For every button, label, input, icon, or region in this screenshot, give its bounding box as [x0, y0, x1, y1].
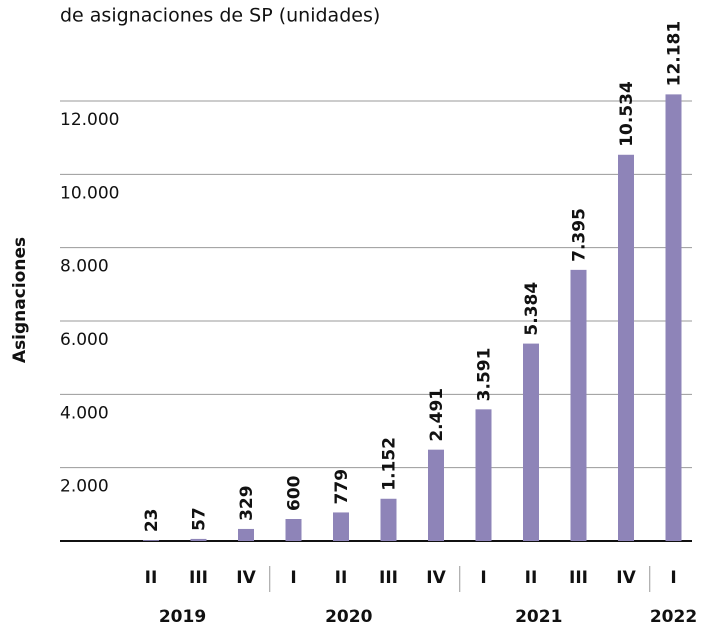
value-label: 2.491: [427, 388, 447, 442]
x-tick-label: I: [290, 568, 296, 588]
bar: [523, 343, 539, 541]
bar: [570, 269, 587, 541]
value-label: 10.534: [617, 81, 637, 147]
bar: [238, 528, 254, 541]
value-label: 3.591: [475, 348, 495, 402]
bar: [665, 94, 682, 541]
x-tick-label: II: [525, 568, 538, 588]
bar: [190, 538, 207, 541]
y-tick-label: 4.000: [60, 403, 109, 423]
bar: [285, 519, 302, 541]
bar: [143, 540, 159, 541]
x-tick-label: IV: [236, 568, 256, 588]
value-label: 779: [332, 469, 352, 505]
y-tick-label: 8.000: [60, 257, 109, 277]
year-label: 2021: [515, 607, 562, 627]
x-tick-label: I: [670, 568, 676, 588]
bar: [333, 512, 349, 541]
value-label: 329: [237, 485, 257, 521]
value-label: 7.395: [570, 208, 590, 262]
bar: [380, 498, 397, 541]
value-label: 5.384: [522, 282, 542, 336]
value-label: 600: [285, 475, 305, 511]
y-tick-label: 12.000: [60, 110, 119, 130]
y-tick-label: 10.000: [60, 183, 119, 203]
x-tick-label: IV: [616, 568, 636, 588]
bar: [428, 449, 444, 541]
x-tick-label: III: [189, 568, 208, 588]
value-label: 12.181: [665, 21, 685, 87]
y-axis-label: Asignaciones: [10, 237, 30, 363]
y-tick-label: 2.000: [60, 477, 109, 497]
x-tick-label: III: [569, 568, 588, 588]
year-label: 2022: [650, 607, 697, 627]
x-tick-label: IV: [426, 568, 446, 588]
value-label: 1.152: [380, 437, 400, 491]
chart-title: de asignaciones de SP (unidades): [60, 5, 380, 27]
x-tick-label: III: [379, 568, 398, 588]
bar: [618, 154, 634, 542]
x-tick-label: II: [145, 568, 158, 588]
bar: [475, 409, 492, 541]
value-label: 57: [190, 507, 210, 531]
x-tick-label: I: [480, 568, 486, 588]
value-label: 23: [142, 508, 162, 532]
year-label: 2019: [159, 607, 206, 627]
year-label: 2020: [325, 607, 372, 627]
y-tick-label: 6.000: [60, 330, 109, 350]
x-tick-label: II: [335, 568, 348, 588]
